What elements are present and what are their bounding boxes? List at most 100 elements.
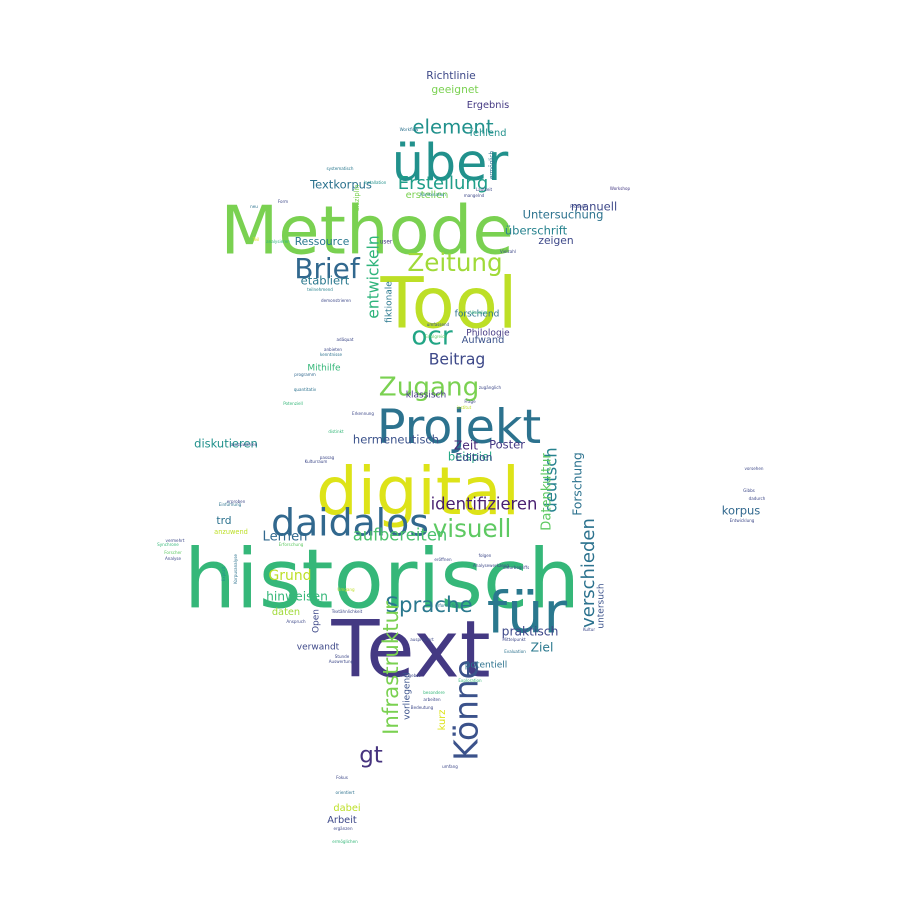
word-verwandt: verwandt — [297, 643, 340, 653]
word-auszuwählen: auszuwählen — [231, 442, 258, 447]
word-anspruch: Anspruch — [286, 619, 306, 624]
word-könne: Könne — [448, 659, 486, 761]
word-arbeiten: arbeiten — [423, 697, 441, 702]
word-über: über — [392, 133, 509, 192]
word-lernangebot: lernangebot — [396, 673, 421, 678]
word-analyse: Analyse — [165, 556, 182, 561]
word-quantitativ: quantitativ — [294, 387, 317, 392]
word-sprache: Sprache — [385, 593, 472, 618]
word-richtlinie: Richtlinie — [426, 69, 476, 82]
word-erstellung: Erstellung — [398, 173, 489, 194]
word-textkorpus: Textkorpus — [309, 178, 372, 192]
word-frage: Frage — [464, 399, 476, 404]
word-erstellen: erstellen — [406, 190, 449, 201]
word-untersuchung: Untersuchung — [523, 208, 604, 222]
word-erfolgreich: Erfolgreich — [425, 334, 447, 339]
word-fokus: Fokus — [336, 775, 348, 780]
word-folgen: folgen — [479, 553, 492, 558]
word-analysewerkzeug: Analysewerkzeug — [473, 563, 509, 568]
word-ocr: ocr — [411, 322, 452, 352]
word-ausprobiert: ausprobiert — [410, 637, 434, 642]
word-infrastruktur: Infrastruktur — [379, 601, 404, 735]
word-open: Open — [312, 609, 322, 633]
word-hinweisen: hinweisen — [266, 590, 328, 604]
word-daidalos: daidalos — [271, 501, 429, 545]
word-kulturraum: Kulturraum — [305, 459, 328, 464]
word-bedeutung: Bedeutung — [411, 705, 434, 710]
word-arbeit: Arbeit — [327, 815, 357, 826]
word-mittelpunkt: Mittelpunkt — [502, 637, 526, 642]
word-aufwand: Aufwand — [462, 335, 505, 346]
word-forschung: Forschung — [571, 452, 585, 516]
word-produkt: Produkt — [570, 204, 586, 209]
word-form: Form — [278, 199, 288, 204]
word-programm: programm — [294, 372, 315, 377]
word-orientiert: orientiert — [336, 790, 355, 795]
word-geeignet: geeignet — [431, 83, 478, 96]
word-manuell: manuell — [571, 200, 617, 214]
word-untersuch: untersuch — [597, 583, 607, 628]
word-naturbegriffs: naturbegriffs — [503, 565, 529, 570]
word-ermöglichen: ermöglichen — [332, 839, 358, 844]
word-für: für — [487, 580, 568, 647]
word-erforderlich: erforderlich — [435, 603, 459, 608]
word-installation: Installation — [364, 180, 387, 185]
word-auswertung: Auswertung — [329, 659, 354, 664]
word-zeigen: zeigen — [538, 234, 573, 247]
word-beitrag: Beitrag — [429, 351, 486, 369]
word-textähnlichkeit: Textähnlichkeit — [331, 609, 363, 614]
word-passag: passag — [320, 455, 335, 460]
word-teil: Teil — [252, 237, 260, 242]
word-workflow: Workflow — [400, 127, 419, 132]
word-mithilfe: Mithilfe — [307, 364, 341, 374]
word-stunde: Stunde — [335, 654, 350, 659]
word-dabei: dabei — [333, 803, 360, 814]
word-methode: Methode — [220, 192, 513, 270]
word-umfassend: umfassend — [427, 322, 450, 327]
word-institut: institut — [457, 405, 472, 410]
word-kombination: Kombination — [420, 192, 446, 197]
word-kultur: Kultur — [583, 627, 595, 632]
word-hermeneutisch: hermeneutisch — [353, 433, 439, 447]
word-systematisch: systematisch — [326, 166, 353, 171]
word-visuell: visuell — [433, 514, 512, 543]
word-zugang: Zugang — [379, 373, 479, 403]
word-ergänzen: ergänzen — [333, 826, 352, 831]
word-potentiell: potentiell — [465, 661, 508, 671]
word-kurz: kurz — [437, 710, 448, 731]
word-eröffnen: eröffnen — [434, 557, 452, 562]
word-poster: Poster — [489, 438, 525, 452]
word-anzuwend: anzuwend — [214, 528, 248, 536]
word-teilnehmend: teilnehmend — [307, 287, 333, 292]
word-verschieden: verschieden — [578, 518, 599, 628]
word-evaluation: Evaluation — [504, 649, 526, 654]
word-analysieren: analysieren — [266, 239, 290, 244]
word-einführung: Einführung — [219, 502, 242, 507]
word-etabliert: etabliert — [301, 274, 350, 288]
word-forscher: Forscher — [164, 550, 182, 555]
word-besondere: besondere — [423, 690, 445, 695]
word-disziplin: disziplin — [353, 185, 361, 212]
word-workshop: Workshop — [610, 186, 631, 191]
word-klassisch: klassisch — [406, 391, 446, 401]
word-visueller: Visueller — [470, 310, 488, 315]
word-umfang: umfang — [442, 764, 458, 769]
word-daten: daten — [272, 607, 300, 618]
word-erproben: erproben — [227, 499, 246, 504]
word-lernen: Lernen — [263, 530, 308, 545]
word-korpus: korpus — [722, 504, 761, 518]
word-explizit: Explizit — [221, 566, 226, 581]
word-gibbs: Gibbs — [743, 488, 755, 493]
word-erforschung: Erforschung — [279, 542, 304, 547]
word-philologie: Philologie — [466, 329, 510, 339]
word-vermehrt: vermehrt — [166, 538, 185, 543]
word-zeitung: Zeitung — [407, 248, 502, 277]
word-beispiel: beispiel — [448, 450, 492, 464]
word-exploration: Exploration — [458, 678, 482, 683]
word-laufzeit: Laufzeit — [476, 187, 493, 192]
word-umgang: Umgang — [337, 587, 355, 592]
word-adäquat: adäquat — [337, 337, 354, 342]
word-ergebnis: Ergebnis — [467, 100, 510, 111]
word-ermöglich: ermöglich — [490, 150, 496, 179]
